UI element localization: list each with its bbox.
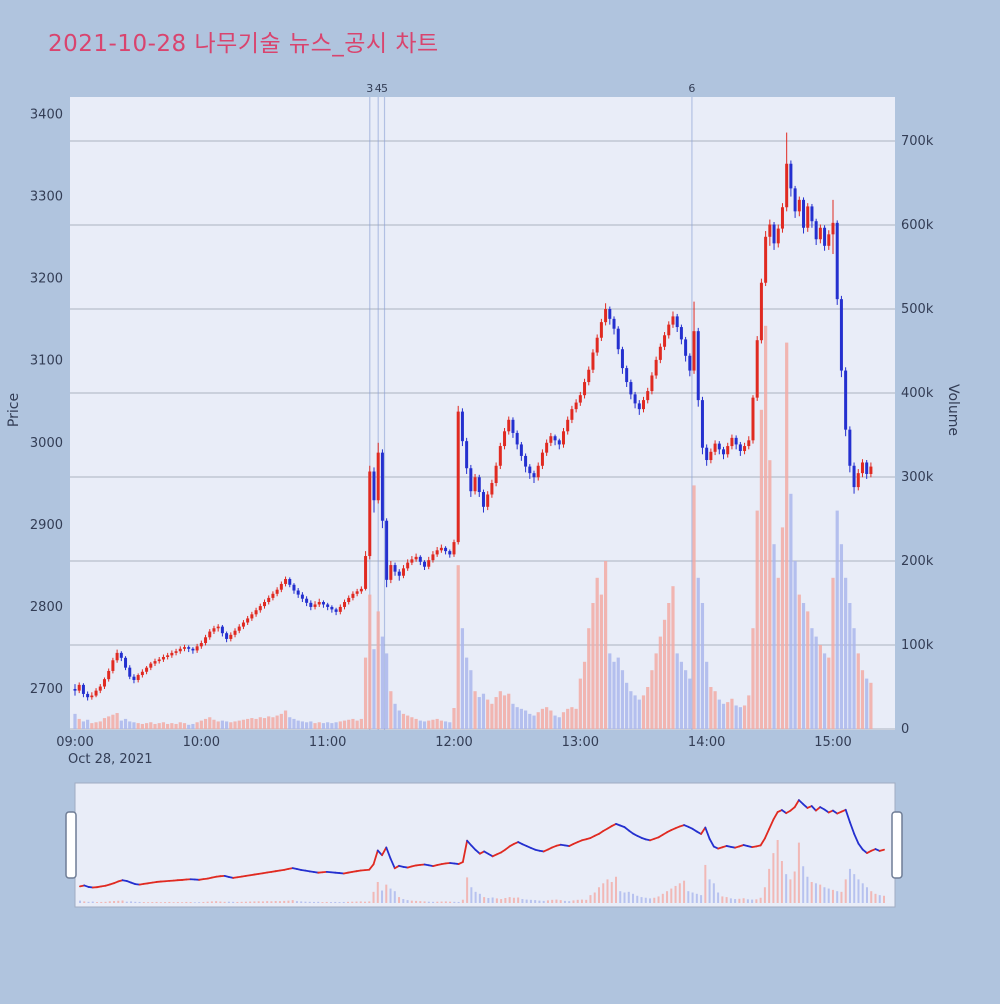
- x-axis-date-label: Oct 28, 2021: [68, 752, 153, 767]
- time-tick: 15:00: [814, 735, 851, 750]
- price-tick: 3200: [30, 272, 63, 287]
- range-handle-right[interactable]: [892, 812, 902, 878]
- volume-tick: 300k: [901, 470, 934, 485]
- volume-tick: 500k: [901, 302, 934, 317]
- price-tick: 3000: [30, 436, 63, 451]
- volume-tick: 700k: [901, 134, 934, 149]
- price-tick: 3300: [30, 190, 63, 205]
- volume-tick: 0: [901, 722, 909, 737]
- volume-tick: 400k: [901, 386, 934, 401]
- chart-title: 2021-10-28 나무기술 뉴스_공시 차트: [48, 24, 439, 58]
- time-tick: 10:00: [183, 735, 220, 750]
- time-tick: 09:00: [56, 735, 93, 750]
- price-tick: 2800: [30, 600, 63, 615]
- price-axis-title: Price: [6, 350, 26, 470]
- volume-axis-title: Volume: [941, 350, 961, 470]
- price-tick: 3400: [30, 108, 63, 123]
- event-label-5: 5: [381, 82, 388, 95]
- time-tick: 12:00: [435, 735, 472, 750]
- price-tick: 3100: [30, 354, 63, 369]
- range-slider-track[interactable]: [75, 783, 895, 907]
- volume-tick: 600k: [901, 218, 934, 233]
- time-tick: 11:00: [309, 735, 346, 750]
- event-label-6: 6: [688, 82, 695, 95]
- event-label-3: 3: [366, 82, 373, 95]
- price-tick: 2700: [30, 682, 63, 697]
- time-tick: 13:00: [562, 735, 599, 750]
- volume-tick: 100k: [901, 638, 934, 653]
- time-tick: 14:00: [688, 735, 725, 750]
- price-tick: 2900: [30, 518, 63, 533]
- range-slider[interactable]: [66, 783, 902, 907]
- range-handle-left[interactable]: [66, 812, 76, 878]
- volume-tick: 200k: [901, 554, 934, 569]
